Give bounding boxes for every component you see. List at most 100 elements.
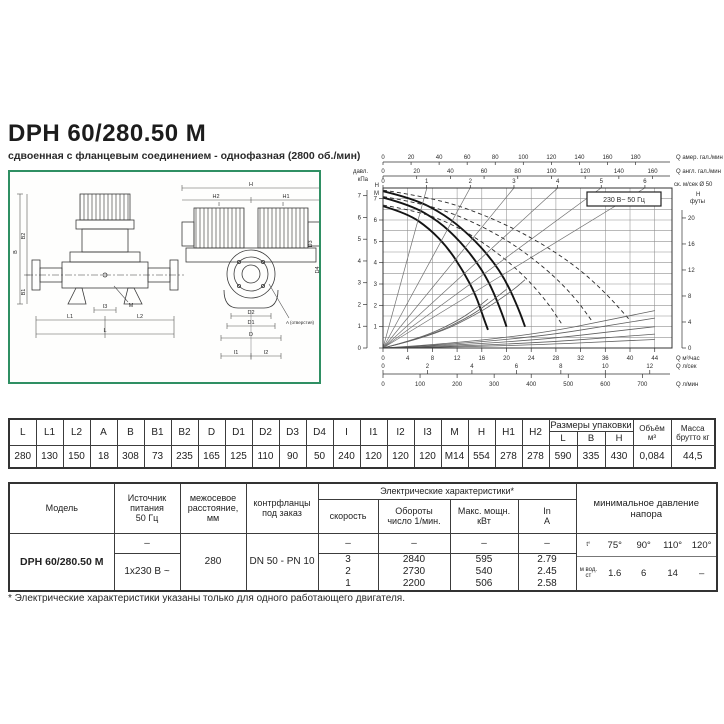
svg-text:4: 4: [556, 179, 560, 185]
svg-text:0: 0: [381, 364, 385, 370]
svg-text:120: 120: [546, 155, 557, 161]
dim-value-cell: 430: [604, 445, 634, 469]
dim-header-cell: I: [332, 418, 361, 446]
svg-text:2: 2: [358, 302, 362, 308]
pump-side-view: [26, 193, 184, 305]
dim-value-cell: 90: [278, 445, 307, 469]
svg-text:ск. м/сек Ø 50: ск. м/сек Ø 50: [674, 182, 713, 188]
svg-text:16: 16: [478, 356, 485, 362]
svg-text:32: 32: [577, 356, 584, 362]
svg-text:L: L: [103, 328, 106, 334]
svg-text:7: 7: [374, 197, 378, 203]
svg-text:3: 3: [512, 179, 516, 185]
page-title: DPH 60/280.50 M: [8, 120, 207, 147]
svg-text:8: 8: [431, 356, 435, 362]
dim-header-cell: L: [548, 431, 578, 446]
dim-header-cell: L: [8, 418, 37, 446]
svg-text:28: 28: [553, 356, 560, 362]
svg-text:300: 300: [489, 382, 500, 388]
model-name: DPH 60/280.50 M: [8, 532, 115, 591]
dim-value-cell: 235: [170, 445, 199, 469]
svg-text:60: 60: [481, 169, 488, 175]
svg-text:400: 400: [526, 382, 537, 388]
svg-text:I: I: [282, 202, 284, 208]
svg-text:160: 160: [602, 155, 613, 161]
svg-text:12: 12: [646, 364, 653, 370]
dim-header-cell: H2: [521, 418, 550, 446]
power-source-value: 1x230 В ~: [113, 552, 181, 591]
svg-text:D1: D1: [247, 320, 254, 326]
svg-text:36: 36: [602, 356, 609, 362]
temp-value: 120°: [691, 539, 712, 551]
svg-text:B1: B1: [21, 289, 27, 296]
col-header-power-source: Источник питания 50 Гц: [113, 482, 181, 534]
svg-text:D3: D3: [308, 240, 314, 247]
svg-text:2: 2: [374, 303, 378, 309]
svg-text:A (отверстия): A (отверстия): [286, 320, 315, 325]
svg-text:H2: H2: [212, 194, 219, 200]
svg-text:8: 8: [688, 294, 692, 300]
dim-value-cell: 278: [521, 445, 550, 469]
svg-text:700: 700: [637, 382, 648, 388]
dim-value-cell: 240: [332, 445, 361, 469]
counterflanges-value: DN 50 - PN 10: [245, 532, 319, 591]
svg-text:12: 12: [688, 268, 695, 274]
svg-text:H: H: [696, 192, 700, 198]
dim-value-cell: 554: [467, 445, 496, 469]
svg-text:5: 5: [374, 239, 378, 245]
svg-text:20: 20: [413, 169, 420, 175]
dim-value-cell: 278: [494, 445, 523, 469]
dim-value-cell: 120: [386, 445, 415, 469]
dim-value-cell: 280: [8, 445, 37, 469]
svg-text:2: 2: [469, 179, 473, 185]
svg-text:0: 0: [381, 155, 385, 161]
dimensions-table: L L1 L2 A B B1 B2 D D1 D2 D3 D4 I I1 I2 I3 M H H1 H2 Размеры…: [8, 418, 716, 469]
svg-text:60: 60: [464, 155, 471, 161]
svg-text:4: 4: [358, 259, 362, 265]
dim-header-cell: Размеры упаковки: [548, 418, 634, 432]
dim-value-cell: 44,5: [670, 445, 716, 469]
svg-text:D2: D2: [247, 310, 254, 316]
svg-text:7: 7: [358, 194, 362, 200]
pump-drawing-box: B B2 B1 L1 L2 L I3 M H H2 H1 I I D2 D1 D I1 I2 A (отверсти…: [8, 170, 321, 384]
dim-value-cell: 335: [576, 445, 606, 469]
svg-text:H: H: [249, 182, 253, 188]
page-subtitle: сдвоенная с фланцевым соединением - одно…: [8, 150, 361, 162]
row-label: м вод. ст: [579, 567, 598, 579]
svg-text:I3: I3: [103, 304, 108, 310]
svg-text:8: 8: [559, 364, 563, 370]
dim-header-cell: B1: [143, 418, 172, 446]
svg-text:футы: футы: [690, 199, 705, 205]
svg-text:180: 180: [631, 155, 642, 161]
svg-text:I1: I1: [234, 350, 239, 356]
col-header-max-power: Макс. мощн. кВт: [449, 498, 519, 534]
svg-text:I: I: [218, 202, 220, 208]
min-pressure-title: минимальное давление напора: [577, 484, 717, 534]
svg-text:230 В~ 50 Гц: 230 В~ 50 Гц: [603, 197, 645, 204]
dim-header-cell: B2: [170, 418, 199, 446]
dash-cell: –: [449, 532, 519, 554]
svg-text:B2: B2: [21, 233, 27, 240]
temp-value: 110°: [663, 539, 683, 551]
dim-value-cell: 73: [143, 445, 172, 469]
dim-header-cell: H1: [494, 418, 523, 446]
dim-value-cell: 130: [35, 445, 64, 469]
svg-text:Q м³/час: Q м³/час: [676, 356, 700, 362]
temp-header: t°: [586, 542, 591, 548]
svg-text:5: 5: [600, 179, 604, 185]
pump-technical-drawing: B B2 B1 L1 L2 L I3 M H H2 H1 I I D2 D1 D I1 I2 A (отверсти…: [13, 182, 319, 360]
dim-value-cell: 18: [89, 445, 118, 469]
min-pressure-block: минимальное давление напора t° 75° 90° 1…: [575, 482, 718, 591]
dim-header-cell: M: [440, 418, 469, 446]
svg-text:600: 600: [600, 382, 611, 388]
svg-text:М: М: [374, 191, 379, 197]
max-power-values: 595 540 506: [449, 552, 519, 591]
svg-text:H1: H1: [282, 194, 289, 200]
svg-text:10: 10: [602, 364, 609, 370]
pressure-value: 6: [641, 567, 647, 579]
svg-text:12: 12: [454, 356, 461, 362]
dim-header-cell: B: [576, 431, 606, 446]
svg-text:1: 1: [358, 324, 362, 330]
col-header-model: Модель: [8, 482, 115, 534]
